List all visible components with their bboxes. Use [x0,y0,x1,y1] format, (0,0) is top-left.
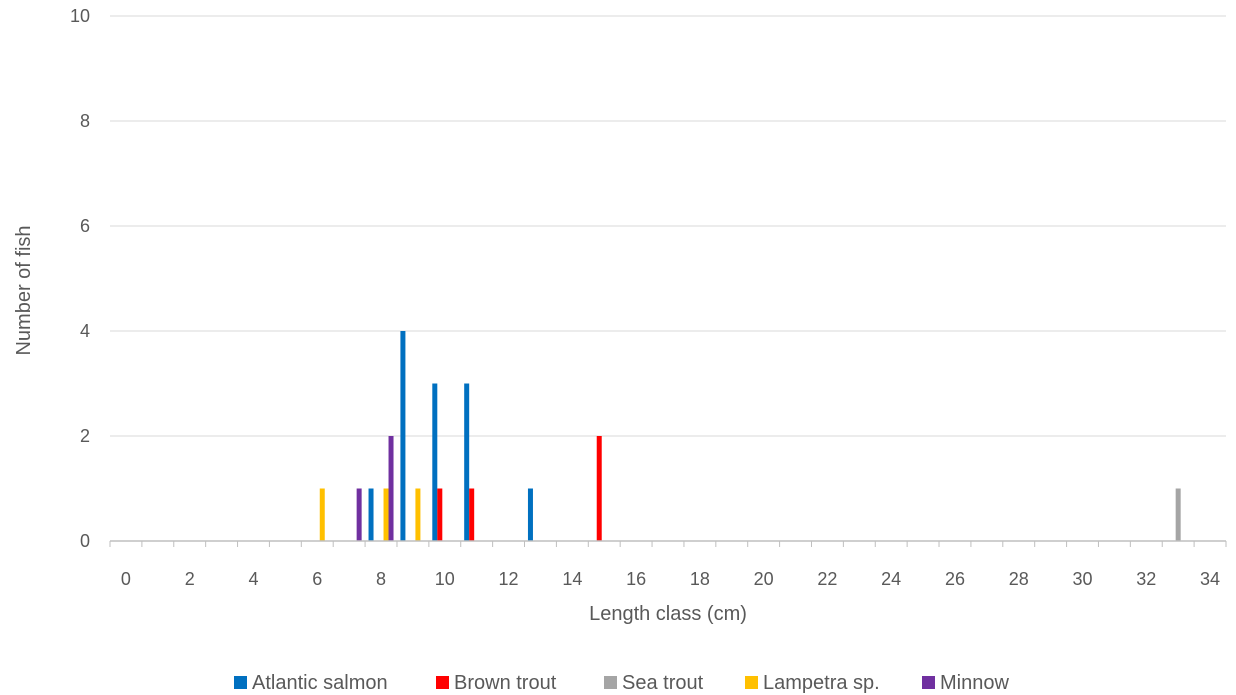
x-tick-label-26: 26 [945,569,965,589]
x-tick-label-16: 16 [626,569,646,589]
legend-label-brown-trout: Brown trout [454,672,557,694]
y-tick-label-10: 10 [70,6,90,26]
x-tick-label-12: 12 [499,569,519,589]
bar-brown-trout-15 [596,436,602,541]
legend-label-minnow: Minnow [940,672,1009,694]
y-tick-label-8: 8 [80,111,90,131]
bar-atlantic-salmon-9 [400,331,406,541]
bar-brown-trout-10 [437,488,443,541]
y-tick-label-4: 4 [80,321,90,341]
bar-atlantic-salmon-8 [368,488,374,541]
y-tick-label-0: 0 [80,531,90,551]
bar-minnow-7 [356,488,362,541]
x-tick-label-6: 6 [312,569,322,589]
x-tick-label-0: 0 [121,569,131,589]
legend-swatch-brown-trout [436,676,449,689]
legend-swatch-sea-trout [604,676,617,689]
y-axis-title: Number of fish [13,225,35,355]
x-tick-label-28: 28 [1009,569,1029,589]
bar-brown-trout-11 [469,488,475,541]
y-tick-label-2: 2 [80,426,90,446]
bar-lampetra-sp-6 [319,488,325,541]
x-tick-label-2: 2 [185,569,195,589]
x-axis-title: Length class (cm) [589,603,747,625]
x-axis: 0 2 4 6 8 10 12 14 16 18 20 22 24 26 28 30 32 34 [109,540,1227,589]
x-tick-label-24: 24 [881,569,901,589]
bar-atlantic-salmon-13 [527,488,533,541]
x-tick-label-20: 20 [754,569,774,589]
x-tick-label-4: 4 [248,569,258,589]
bar-lampetra-sp-9 [415,488,421,541]
legend-swatch-minnow [922,676,935,689]
legend-label-atlantic-salmon: Atlantic salmon [252,672,388,694]
bar-atlantic-salmon-10 [432,383,438,541]
x-tick-label-10: 10 [435,569,455,589]
bar-lampetra-sp-8 [383,488,389,541]
bar-atlantic-salmon-11 [464,383,470,541]
x-tick-label-22: 22 [817,569,837,589]
y-tick-label-6: 6 [80,216,90,236]
x-tick-label-32: 32 [1136,569,1156,589]
x-tick-label-30: 30 [1072,569,1092,589]
bar-minnow-8 [388,436,394,541]
gridlines [110,15,1226,437]
legend-label-lampetra-sp: Lampetra sp. [763,672,880,694]
x-tick-label-8: 8 [376,569,386,589]
bar-sea-trout-33 [1175,488,1181,541]
bars [319,331,1181,541]
x-tick-label-14: 14 [562,569,582,589]
legend-swatch-atlantic-salmon [234,676,247,689]
y-axis: 0 2 4 6 8 10 [70,6,90,551]
legend-label-sea-trout: Sea trout [622,672,704,694]
legend-swatch-lampetra-sp [745,676,758,689]
legend: Atlantic salmon Brown trout Sea trout Lampe… [234,672,1009,694]
x-tick-label-18: 18 [690,569,710,589]
x-tick-label-34: 34 [1200,569,1220,589]
